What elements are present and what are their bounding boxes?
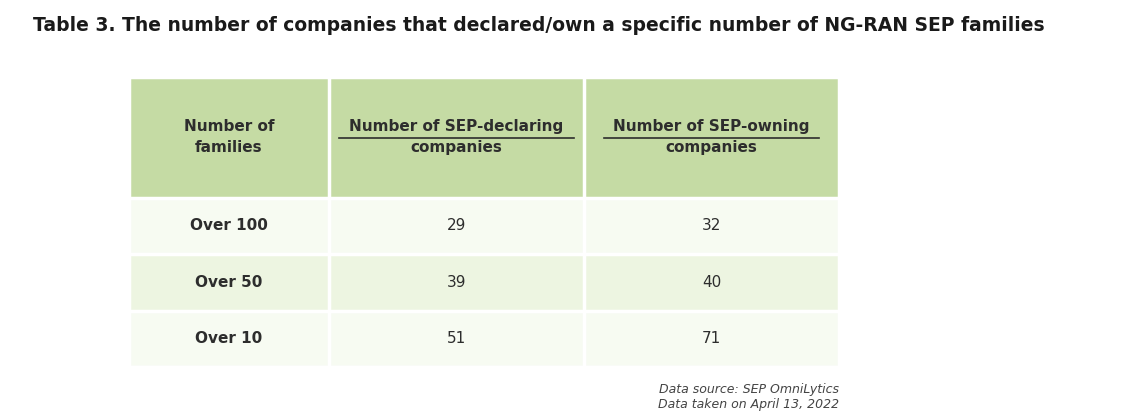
Text: Number of SEP-declaring: Number of SEP-declaring	[349, 119, 564, 134]
Text: Table 3. The number of companies that declared/own a specific number of NG-RAN S: Table 3. The number of companies that de…	[33, 16, 1044, 35]
Text: companies: companies	[410, 140, 503, 155]
Text: 39: 39	[446, 275, 467, 290]
Text: Over 100: Over 100	[190, 218, 268, 234]
Text: 29: 29	[447, 218, 467, 234]
Text: Number of: Number of	[184, 119, 275, 134]
Text: companies: companies	[666, 140, 757, 155]
Text: families: families	[195, 140, 263, 155]
Text: 32: 32	[702, 218, 721, 234]
Text: Data source: SEP OmniLytics
Data taken on April 13, 2022: Data source: SEP OmniLytics Data taken o…	[658, 383, 838, 411]
FancyBboxPatch shape	[129, 254, 838, 310]
Text: Over 50: Over 50	[195, 275, 263, 290]
Text: 71: 71	[702, 331, 721, 346]
Text: 51: 51	[447, 331, 467, 346]
Text: Over 10: Over 10	[195, 331, 262, 346]
Text: Number of SEP-owning: Number of SEP-owning	[614, 119, 810, 134]
Text: 40: 40	[702, 275, 721, 290]
FancyBboxPatch shape	[129, 198, 838, 254]
FancyBboxPatch shape	[129, 77, 838, 198]
FancyBboxPatch shape	[129, 310, 838, 367]
